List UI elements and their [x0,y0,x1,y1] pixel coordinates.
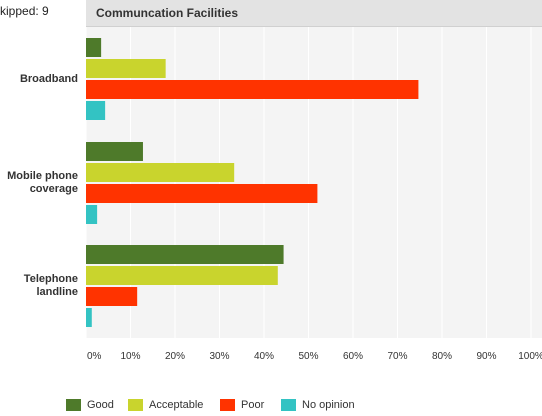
x-tick-label: 50% [298,351,318,362]
category-label-line: Telephone [23,273,78,285]
bar-good [86,142,143,161]
bar-good [86,245,284,264]
x-tick-label: 30% [209,351,229,362]
bar-poor [86,80,419,99]
category-label-line: Mobile phone [7,170,78,182]
x-tick-label: 10% [120,351,140,362]
chart-header: Communcation Facilities [86,0,542,27]
x-tick-label: 0% [87,351,102,362]
legend-label: Good [87,399,114,412]
x-tick-label: 90% [476,351,496,362]
bar-no-opinion [86,205,98,224]
skipped-count: kipped: 9 [0,4,49,18]
x-tick-label: 100% [518,351,542,362]
legend-swatch [281,399,296,412]
category-label-line: coverage [29,183,78,195]
legend-swatch [128,399,143,412]
legend-label: Poor [241,399,265,412]
category-label: Broadband [0,73,78,86]
bar-acceptable [86,59,166,78]
legend-item: Acceptable [128,399,203,413]
legend-item: Poor [220,399,264,413]
chart-title: Communcation Facilities [96,6,239,20]
x-tick-label: 60% [343,351,363,362]
legend-item: Good [66,399,114,413]
category-label-line: landline [36,286,78,298]
bar-acceptable [86,163,235,182]
x-tick-label: 20% [165,351,185,362]
bar-poor [86,184,318,203]
x-tick-label: 80% [432,351,452,362]
plot-area [86,27,542,338]
category-label: Mobile phone coverage [0,170,78,196]
legend-swatch [220,399,235,412]
chart-legend: Good Acceptable Poor No opinion [0,399,542,413]
legend-swatch [66,399,81,412]
category-label: Telephone landline [0,273,78,299]
bar-no-opinion [86,101,106,120]
x-tick-label: 70% [387,351,407,362]
legend-label: Acceptable [149,399,204,412]
category-label-line: Broadband [19,72,78,85]
legend-item: No opinion [281,399,355,413]
bar-poor [86,287,138,306]
bar-acceptable [86,266,278,285]
bar-no-opinion [86,308,92,327]
legend-label: No opinion [302,399,355,412]
x-tick-label: 40% [254,351,274,362]
bar-good [86,38,102,57]
